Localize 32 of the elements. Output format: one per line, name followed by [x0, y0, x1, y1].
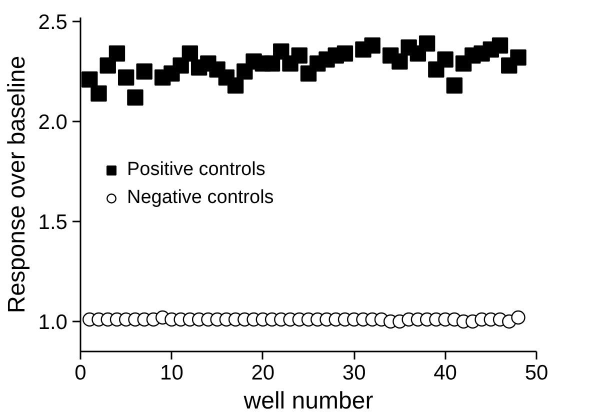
y-tick-label: 2.5 — [38, 11, 68, 34]
point — [392, 53, 408, 70]
point — [510, 49, 526, 66]
y-tick-label: 1.5 — [38, 211, 68, 234]
point — [291, 47, 308, 64]
x-tick-label: 40 — [434, 362, 457, 384]
point — [127, 89, 144, 106]
point — [136, 63, 152, 80]
point — [118, 69, 134, 86]
point — [492, 37, 508, 54]
legend-label: Positive controls — [127, 159, 266, 181]
x-tick-label: 30 — [342, 362, 366, 384]
point — [511, 310, 526, 325]
point — [227, 77, 244, 94]
point — [336, 45, 354, 62]
point — [437, 51, 454, 68]
point — [418, 35, 436, 52]
x-axis-title: well number — [242, 388, 374, 414]
legend-label: Negative controls — [127, 187, 274, 209]
x-tick-label: 10 — [160, 362, 184, 384]
y-tick-label: 1.0 — [38, 311, 68, 334]
x-tick-label: 50 — [524, 362, 548, 384]
point — [446, 77, 463, 94]
point — [182, 45, 198, 62]
point — [82, 71, 98, 88]
y-tick-label: 2.0 — [38, 111, 68, 134]
y-axis-title: Response over baseline — [3, 56, 30, 314]
x-tick-label: 0 — [74, 362, 86, 384]
point — [90, 85, 107, 102]
point — [108, 45, 126, 62]
x-tick-label: 20 — [251, 362, 275, 384]
point — [364, 37, 380, 54]
